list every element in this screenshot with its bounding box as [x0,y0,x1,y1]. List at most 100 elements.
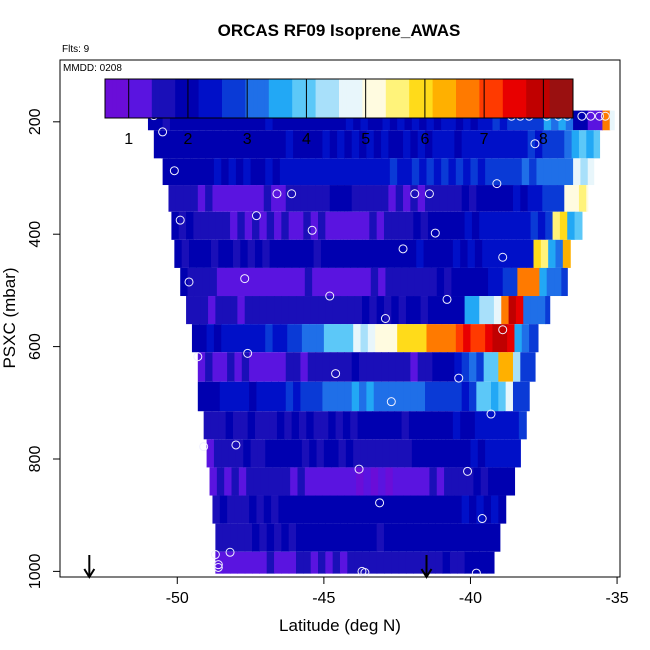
heatmap-cell [422,467,431,496]
heatmap-cell [383,211,392,240]
heatmap-cell [520,130,529,159]
colorbar-swatch [549,79,554,118]
colorbar-swatch [179,79,184,118]
heatmap-cell [423,411,432,440]
heatmap-cell [212,495,221,524]
heatmap-cell [215,296,224,325]
colorbar-swatch [307,79,313,118]
heatmap-cell [398,523,407,552]
heatmap-cell [326,267,335,297]
heatmap-cell [335,239,344,268]
heatmap-cell [359,495,367,524]
heatmap-cell [263,130,272,159]
heatmap-cell [281,523,290,552]
heatmap-cell [441,158,450,186]
heatmap-cell [498,495,507,524]
colorbar-swatch [288,79,293,118]
heatmap-cell [542,130,551,159]
heatmap-cell [526,239,535,268]
heatmap-cell [388,495,397,524]
heatmap-cell [404,110,413,131]
colorbar-swatch [253,79,258,118]
colorbar-swatch [175,79,180,118]
heatmap-cell [351,352,360,382]
colorbar-swatch [534,79,539,118]
heatmap-cell [433,439,442,468]
sample-point [442,294,452,304]
heatmap-cell [322,130,331,159]
heatmap-cell [230,296,238,325]
heatmap-cell [527,130,536,159]
heatmap-cell [512,381,521,412]
heatmap-cell [315,495,324,524]
colorbar-swatch [526,79,531,118]
heatmap-cell [234,381,243,412]
heatmap-cell [271,352,280,382]
heatmap-cell [329,130,338,159]
heatmap-cell [400,267,409,297]
heatmap-cell [278,381,287,412]
heatmap-cell [252,296,260,325]
heatmap-cell [485,439,494,468]
heatmap-cell [548,239,557,268]
heatmap-cell [212,185,221,212]
heatmap-cell [222,296,231,325]
heatmap-cell [313,239,322,268]
sample-point [331,369,341,379]
heatmap-cell [429,267,438,297]
heatmap-cell [249,495,258,524]
heatmap-cell [262,239,271,268]
heatmap-cell [381,381,389,412]
heatmap-cell [549,130,558,159]
heatmap-cell [427,296,436,325]
heatmap-cell [298,239,307,268]
heatmap-cell [230,211,238,240]
heatmap-cell [457,211,466,240]
heatmap-cell [232,411,241,440]
y-tick-label: 400 [27,221,44,248]
heatmap-cell [501,296,510,325]
heatmap-cell [488,467,496,496]
heatmap-cell [218,411,227,440]
heatmap-cell [328,239,337,268]
heatmap-cell [193,211,202,240]
heatmap-cell [532,267,540,297]
heatmap-cell [319,467,328,496]
heatmap-cell [578,130,587,159]
heatmap-cell [265,158,274,186]
heatmap-cell [200,211,209,240]
heatmap-cell [499,110,508,131]
heatmap-cell [197,185,206,212]
sample-point [498,325,508,335]
heatmap-cell [542,185,551,212]
heatmap-cell [425,185,433,212]
heatmap-cell [363,467,372,496]
heatmap-cell [300,352,309,382]
colorbar-swatch [417,79,422,118]
colorbar-swatch [409,79,414,118]
heatmap-cell [161,130,170,159]
heatmap-cell [209,267,218,297]
colorbar-tick-label: 6 [420,131,429,148]
heatmap-cell [323,110,332,131]
heatmap-cell [312,467,321,496]
heatmap-cell [397,158,406,186]
heatmap-cell [364,239,373,268]
colorbar-tick-label: 4 [302,131,311,148]
heatmap-cell [490,130,499,159]
heatmap-cell [306,239,315,268]
heatmap-cell [213,158,222,186]
heatmap-cell [285,381,294,412]
heatmap-cell [417,495,426,524]
heatmap-cell [225,411,234,440]
heatmap-cell [360,439,369,468]
heatmap-cell [441,110,450,131]
heatmap-cell [367,439,376,468]
colorbar-swatch [381,79,387,118]
heatmap-cell [379,411,388,440]
heatmap-cell [249,130,258,159]
sample-point [175,215,185,225]
heatmap-cell [496,411,505,440]
heatmap-cell [442,211,451,240]
heatmap-cell [432,130,441,159]
